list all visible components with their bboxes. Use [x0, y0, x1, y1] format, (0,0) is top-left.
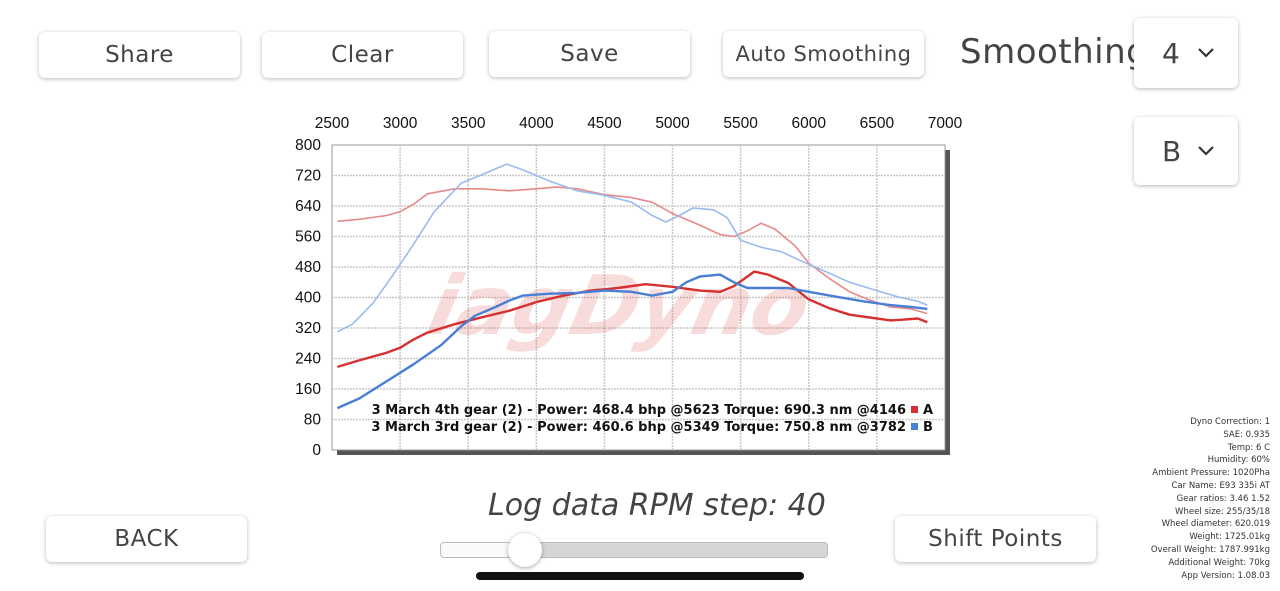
- y-tick-label: 640: [295, 198, 321, 215]
- smoothing-select[interactable]: 4: [1134, 18, 1238, 88]
- y-tick-label: 720: [295, 168, 321, 185]
- save-button[interactable]: Save: [489, 31, 690, 77]
- x-tick-label: 5000: [655, 115, 690, 132]
- clear-button[interactable]: Clear: [262, 32, 463, 78]
- smoothing-label: Smoothing:: [960, 32, 1161, 72]
- legend-entry-text: 3 March 3rd gear (2) - Power: 460.6 bhp …: [371, 420, 906, 435]
- series-line-B-power: [336, 273, 928, 410]
- info-line: Additional Weight: 70kg: [1168, 557, 1270, 568]
- info-line: App Version: 1.08.03: [1181, 570, 1270, 581]
- legend-swatch: [911, 406, 918, 413]
- legend-key: A: [923, 403, 933, 418]
- info-line: Gear ratios: 3.46 1.52: [1176, 493, 1270, 504]
- y-tick-label: 320: [295, 320, 321, 337]
- x-tick-label: 4000: [519, 115, 554, 132]
- y-tick-label: 0: [312, 442, 321, 459]
- y-tick-label: 560: [295, 229, 321, 246]
- x-tick-label: 3500: [451, 115, 486, 132]
- x-tick-label: 3000: [383, 115, 418, 132]
- info-line: Dyno Correction: 1: [1190, 417, 1270, 427]
- x-tick-label: 5500: [723, 115, 758, 132]
- rpm-step-label: Log data RPM step: 40: [488, 488, 826, 523]
- chevron-down-icon: [1198, 48, 1214, 58]
- chevron-down-icon: [1198, 146, 1214, 156]
- y-tick-label: 800: [295, 137, 321, 154]
- x-tick-label: 2500: [315, 115, 350, 132]
- share-button[interactable]: Share: [39, 32, 240, 78]
- y-tick-label: 480: [295, 259, 321, 276]
- run-select[interactable]: B: [1134, 117, 1238, 185]
- auto-smoothing-button[interactable]: Auto Smoothing: [723, 31, 924, 77]
- series-line-B-torque: [337, 163, 928, 333]
- y-tick-label: 400: [295, 290, 321, 307]
- info-line: Temp: 6 C: [1227, 442, 1270, 453]
- info-line: Wheel size: 255/35/18: [1175, 506, 1270, 517]
- info-line: Wheel diameter: 620.019: [1161, 519, 1270, 530]
- info-line: Overall Weight: 1787.991kg: [1150, 544, 1270, 555]
- x-tick-label: 7000: [928, 115, 963, 132]
- dyno-info: Dyno Correction: 1 SAE: 0.935 Temp: 6 C Hum…: [1151, 416, 1270, 582]
- run-value: B: [1162, 134, 1182, 168]
- series-line-A-power: [337, 270, 928, 369]
- x-tick-label: 6000: [792, 115, 827, 132]
- smoothing-value: 4: [1162, 36, 1180, 70]
- info-line: SAE: 0.935: [1223, 429, 1270, 440]
- y-tick-label: 80: [304, 412, 322, 429]
- x-tick-label: 6500: [860, 115, 895, 132]
- home-indicator: [476, 572, 804, 580]
- shift-points-button[interactable]: Shift Points: [895, 516, 1096, 562]
- x-tick-label: 4500: [587, 115, 622, 132]
- info-line: Weight: 1725.01kg: [1189, 532, 1270, 543]
- y-tick-label: 240: [295, 351, 321, 368]
- info-line: Humidity: 60%: [1207, 455, 1270, 466]
- dyno-chart: iagDyno 2500 3000 3500 4000 4500 5000 5500 6000…: [295, 115, 963, 459]
- info-line: Car Name: E93 335i AT: [1171, 480, 1270, 491]
- rpm-step-slider[interactable]: [440, 542, 828, 558]
- slider-thumb[interactable]: [508, 533, 543, 567]
- slider-fill: [441, 543, 527, 557]
- legend-swatch: [911, 423, 918, 430]
- series-line-A-torque: [337, 186, 928, 315]
- legend-key: B: [923, 420, 933, 435]
- y-tick-label: 160: [295, 381, 321, 398]
- legend-entry-text: 3 March 4th gear (2) - Power: 468.4 bhp …: [372, 403, 906, 418]
- info-line: Ambient Pressure: 1020Pha: [1152, 468, 1270, 479]
- back-button[interactable]: BACK: [46, 516, 247, 562]
